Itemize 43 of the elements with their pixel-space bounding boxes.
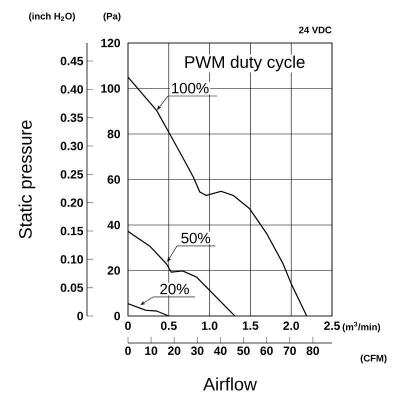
- x2-tick-label: 0: [125, 346, 131, 355]
- y-tick-label: 0.05: [60, 283, 84, 292]
- annotation: PWM duty cycle: [185, 56, 305, 72]
- y-tick-label: 0.30: [60, 142, 83, 150]
- text: (Pa): [104, 12, 120, 22]
- y-tick-label: 0.35: [60, 113, 84, 122]
- y-tick-label: 0.10: [60, 255, 83, 264]
- y-axis-title: Static pressure: [18, 120, 36, 238]
- x2-tick-label: 60: [260, 346, 273, 355]
- y-tick-label: 0.15: [60, 226, 84, 236]
- x2-tick-label: 10: [145, 346, 158, 355]
- y2-tick-label: 80: [108, 130, 120, 138]
- y2-tick-label: 120: [101, 38, 120, 48]
- y-tick-label: 0: [77, 312, 83, 320]
- x2-tick-label: 40: [214, 346, 227, 355]
- series-label: 50%: [181, 232, 210, 244]
- x-tick-label: 0: [125, 322, 131, 330]
- y2-tick-label: 40: [107, 220, 120, 230]
- x2-tick-label: 70: [284, 346, 296, 355]
- x2-tick-label: 80: [306, 346, 319, 355]
- y2-tick-label: 0: [114, 312, 120, 320]
- y-tick-label: 0.20: [60, 198, 83, 207]
- y-tick-label: 0.40: [60, 85, 83, 94]
- x-axis-title: Airflow: [203, 377, 257, 391]
- x-tick-label: 2.0: [283, 322, 300, 330]
- x-tick-label: 2.5: [324, 322, 340, 330]
- text: (inch H$_{2}$O): [29, 12, 75, 22]
- y2-tick-label: 60: [108, 175, 120, 184]
- y2-tick-label: 100: [101, 84, 120, 93]
- y-tick-label: 0.25: [60, 170, 84, 179]
- text: (CFM): [360, 354, 387, 364]
- x2-tick-label: 30: [190, 346, 204, 356]
- x-tick-label: 0.5: [160, 322, 177, 330]
- series-label: 20%: [160, 284, 189, 294]
- x2-tick-label: 20: [168, 346, 180, 355]
- x-tick-label: 1.5: [242, 322, 258, 330]
- text: (m$^{3}$/min): [342, 322, 380, 332]
- y2-tick-label: 20: [108, 266, 120, 275]
- series-label: 100%: [172, 82, 209, 94]
- text: 24 VDC: [298, 26, 332, 34]
- y-tick-label: 0.45: [60, 56, 84, 66]
- x2-tick-label: 50: [237, 346, 250, 355]
- x-tick-label: 1.0: [202, 322, 218, 330]
